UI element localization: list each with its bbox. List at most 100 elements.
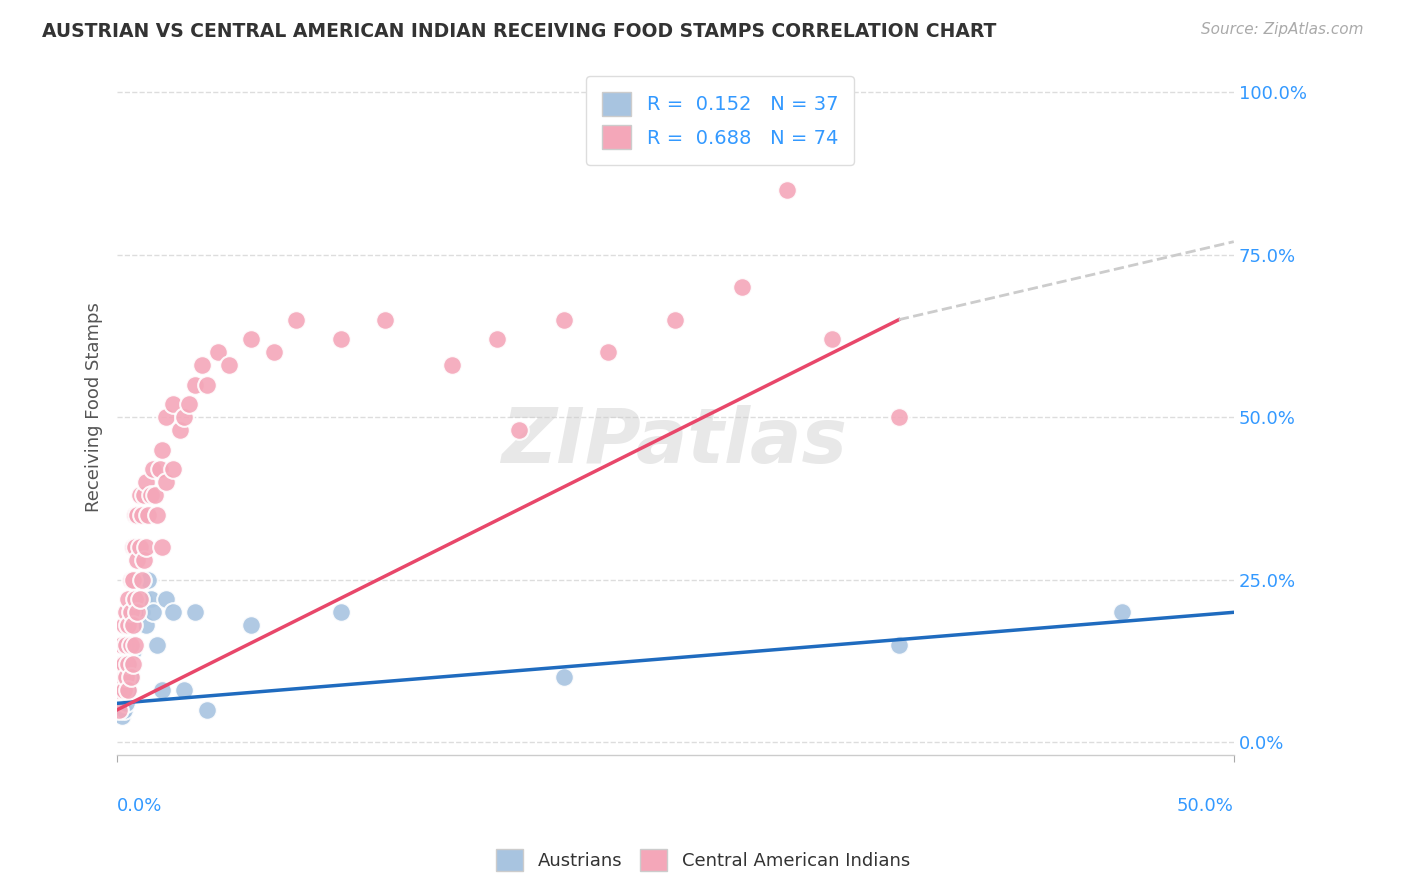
Point [173,683,195,698]
Point [240,332,263,346]
Point [108,703,131,717]
Point [485,332,508,346]
Point [117,657,139,672]
Point [162,462,184,476]
Point [112,703,135,717]
Point [441,358,464,372]
Point [132,553,155,567]
Text: 50.0%: 50.0% [1177,797,1234,815]
Point [191,358,214,372]
Point [138,508,160,522]
Legend: Austrians, Central American Indians: Austrians, Central American Indians [489,842,917,879]
Point [150,683,173,698]
Point [124,592,146,607]
Point [128,488,150,502]
Point [374,312,396,326]
Y-axis label: Receiving Food Stamps: Receiving Food Stamps [86,302,103,512]
Point [124,592,146,607]
Point [111,670,134,684]
Point [263,345,285,359]
Point [1111,605,1133,619]
Point [177,397,200,411]
Point [121,644,143,658]
Point [887,410,910,425]
Point [195,703,218,717]
Point [887,638,910,652]
Point [127,605,149,619]
Point [121,573,143,587]
Point [553,670,575,684]
Point [117,592,139,607]
Point [150,442,173,457]
Point [284,312,307,326]
Point [218,358,240,372]
Point [139,592,162,607]
Point [138,573,160,587]
Point [117,683,139,698]
Legend: R =  0.152   N = 37, R =  0.688   N = 74: R = 0.152 N = 37, R = 0.688 N = 74 [586,77,853,164]
Point [162,605,184,619]
Point [131,573,153,587]
Point [146,508,169,522]
Point [120,573,142,587]
Point [112,618,135,632]
Point [135,475,157,490]
Point [115,638,138,652]
Point [132,592,155,607]
Point [124,638,146,652]
Point [240,618,263,632]
Point [117,657,139,672]
Point [142,462,165,476]
Point [117,618,139,632]
Point [135,618,157,632]
Point [124,541,146,555]
Point [131,508,153,522]
Point [120,670,142,684]
Point [184,377,207,392]
Point [149,462,172,476]
Point [155,475,177,490]
Point [139,488,162,502]
Text: 0.0%: 0.0% [117,797,163,815]
Point [112,657,135,672]
Point [155,410,177,425]
Point [169,423,191,437]
Point [127,508,149,522]
Point [195,377,218,392]
Point [155,592,177,607]
Point [821,332,844,346]
Text: ZIPatlas: ZIPatlas [502,405,848,479]
Point [121,605,143,619]
Point [121,541,143,555]
Point [120,638,142,652]
Point [112,683,135,698]
Point [128,541,150,555]
Point [124,508,146,522]
Point [128,592,150,607]
Point [207,345,229,359]
Point [117,638,139,652]
Point [115,670,138,684]
Point [162,397,184,411]
Point [508,423,530,437]
Point [776,183,799,197]
Text: Source: ZipAtlas.com: Source: ZipAtlas.com [1201,22,1364,37]
Point [120,605,142,619]
Point [121,657,143,672]
Text: AUSTRIAN VS CENTRAL AMERICAN INDIAN RECEIVING FOOD STAMPS CORRELATION CHART: AUSTRIAN VS CENTRAL AMERICAN INDIAN RECE… [42,22,997,41]
Point [112,683,135,698]
Point [124,618,146,632]
Point [146,638,169,652]
Point [142,605,165,619]
Point [120,670,142,684]
Point [143,488,166,502]
Point [117,683,139,698]
Point [111,696,134,710]
Point [111,657,134,672]
Point [127,605,149,619]
Point [173,410,195,425]
Point [111,638,134,652]
Point [598,345,620,359]
Point [731,280,754,294]
Point [132,488,155,502]
